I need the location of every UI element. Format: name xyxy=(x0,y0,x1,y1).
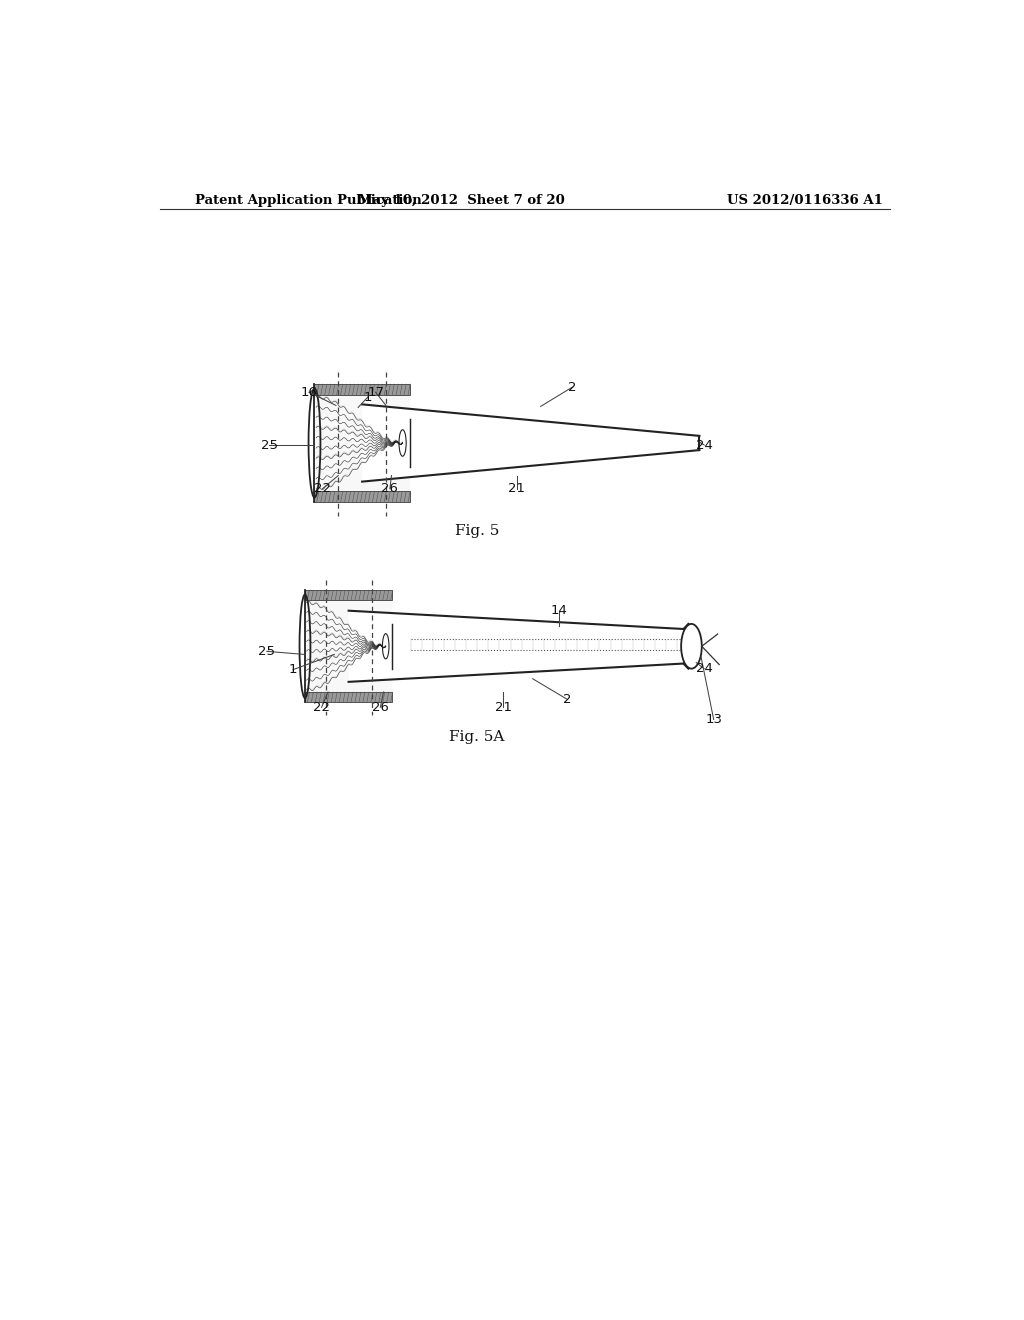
Bar xyxy=(305,692,392,702)
Text: 1: 1 xyxy=(289,663,297,676)
Text: 1: 1 xyxy=(364,391,372,404)
Text: 25: 25 xyxy=(258,645,275,657)
Text: 21: 21 xyxy=(495,701,512,714)
Bar xyxy=(305,590,392,601)
Bar xyxy=(314,384,410,395)
Polygon shape xyxy=(362,404,699,482)
FancyBboxPatch shape xyxy=(314,384,410,502)
Text: 17: 17 xyxy=(367,385,384,399)
Text: US 2012/0116336 A1: US 2012/0116336 A1 xyxy=(727,194,883,207)
Ellipse shape xyxy=(681,624,701,669)
Text: 16: 16 xyxy=(300,385,317,399)
Text: 14: 14 xyxy=(551,605,567,618)
Text: 22: 22 xyxy=(313,701,330,714)
Text: 26: 26 xyxy=(372,701,389,714)
Text: 21: 21 xyxy=(508,482,525,495)
Text: 26: 26 xyxy=(382,482,398,495)
Text: Patent Application Publication: Patent Application Publication xyxy=(196,194,422,207)
Bar xyxy=(314,491,410,502)
Text: Fig. 5: Fig. 5 xyxy=(455,524,500,539)
Text: May 10, 2012  Sheet 7 of 20: May 10, 2012 Sheet 7 of 20 xyxy=(358,194,564,207)
Text: 24: 24 xyxy=(695,663,713,675)
Text: 22: 22 xyxy=(314,482,331,495)
Text: 25: 25 xyxy=(261,438,278,451)
Text: 2: 2 xyxy=(562,693,571,706)
Text: 24: 24 xyxy=(695,438,713,451)
Polygon shape xyxy=(348,611,684,682)
Text: Fig. 5A: Fig. 5A xyxy=(450,730,505,743)
Text: 13: 13 xyxy=(706,713,722,726)
Text: 2: 2 xyxy=(568,380,577,393)
FancyBboxPatch shape xyxy=(305,590,392,702)
